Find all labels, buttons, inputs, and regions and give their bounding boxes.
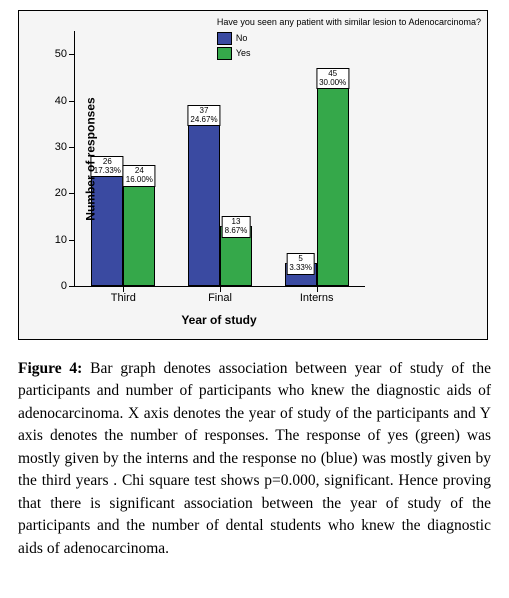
figure-container: Have you seen any patient with similar l… bbox=[0, 0, 509, 578]
legend-title: Have you seen any patient with similar l… bbox=[217, 17, 481, 28]
y-tick-label: 40 bbox=[45, 95, 67, 107]
x-tick-label: Third bbox=[111, 292, 136, 304]
bar bbox=[123, 175, 155, 286]
y-tick-label: 30 bbox=[45, 141, 67, 153]
x-tick-label: Final bbox=[208, 292, 232, 304]
bar bbox=[317, 77, 349, 286]
bar-value-label: 138.67% bbox=[222, 216, 251, 238]
y-tick-label: 20 bbox=[45, 187, 67, 199]
y-axis-label: Number of responses bbox=[84, 97, 98, 220]
caption-text: Bar graph denotes association between ye… bbox=[18, 360, 491, 557]
y-tick bbox=[69, 286, 75, 287]
figure-caption: Figure 4: Bar graph denotes association … bbox=[18, 358, 491, 560]
y-tick-label: 10 bbox=[45, 234, 67, 246]
plot-area: 01020304050Third2617.33%2416.00%Final372… bbox=[74, 31, 365, 287]
x-tick-label: Interns bbox=[300, 292, 334, 304]
caption-lead: Figure 4: bbox=[18, 360, 82, 377]
y-tick-label: 0 bbox=[45, 280, 67, 292]
y-tick bbox=[69, 101, 75, 102]
bar-value-label: 53.33% bbox=[286, 253, 315, 275]
chart-frame: Have you seen any patient with similar l… bbox=[18, 10, 488, 340]
y-tick bbox=[69, 193, 75, 194]
bar-value-label: 3724.67% bbox=[187, 105, 220, 127]
x-axis-label: Year of study bbox=[74, 313, 364, 327]
y-tick bbox=[69, 54, 75, 55]
bar-value-label: 4530.00% bbox=[316, 68, 349, 90]
bar bbox=[188, 114, 220, 286]
bar-value-label: 2416.00% bbox=[123, 165, 156, 187]
y-tick bbox=[69, 147, 75, 148]
y-tick bbox=[69, 240, 75, 241]
y-tick-label: 50 bbox=[45, 48, 67, 60]
